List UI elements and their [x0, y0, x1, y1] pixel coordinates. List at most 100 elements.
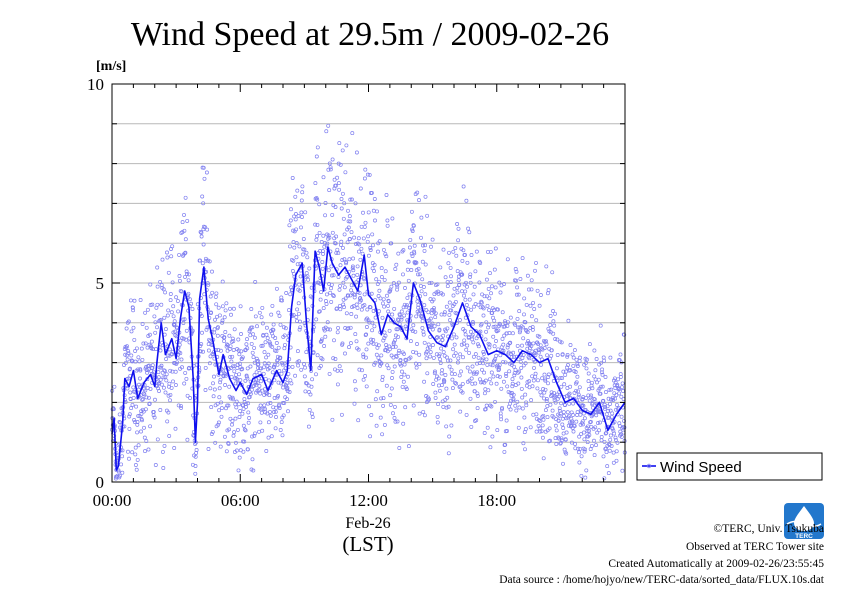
wind-speed-sample-point [152, 314, 157, 319]
wind-speed-sample-point [469, 253, 474, 257]
wind-speed-sample-point [511, 354, 516, 359]
wind-speed-sample-point [352, 379, 357, 384]
wind-speed-sample-point [203, 225, 208, 230]
wind-speed-sample-point [517, 405, 522, 410]
wind-speed-sample-point [293, 217, 298, 222]
wind-speed-sample-point [201, 349, 205, 354]
wind-speed-sample-point [607, 415, 612, 420]
wind-speed-sample-point [475, 406, 480, 411]
wind-speed-sample-point [431, 355, 436, 360]
wind-speed-sample-point [203, 388, 208, 392]
wind-speed-sample-point [200, 194, 205, 199]
wind-speed-sample-point [599, 360, 604, 365]
wind-speed-sample-point [163, 390, 168, 395]
wind-speed-sample-point [353, 387, 358, 392]
wind-speed-sample-point [228, 355, 233, 359]
wind-speed-sample-point [292, 245, 297, 250]
wind-speed-sample-point [352, 235, 357, 240]
wind-speed-sample-point [551, 331, 556, 336]
wind-speed-sample-point [315, 222, 320, 227]
wind-speed-sample-point [527, 379, 532, 384]
wind-speed-sample-point [313, 181, 318, 186]
wind-speed-sample-point [588, 395, 593, 400]
wind-speed-sample-point [246, 401, 251, 406]
wind-speed-sample-point [133, 463, 138, 467]
wind-speed-sample-point [553, 423, 558, 428]
wind-speed-sample-point [150, 366, 155, 370]
wind-speed-sample-point [498, 322, 503, 327]
wind-speed-sample-point [507, 369, 512, 374]
wind-speed-sample-point [241, 403, 246, 408]
wind-speed-sample-point [502, 449, 507, 454]
wind-speed-sample-point [379, 396, 384, 401]
wind-speed-sample-point [373, 360, 378, 365]
wind-speed-sample-point [264, 332, 269, 337]
wind-speed-sample-point [410, 229, 415, 233]
wind-speed-sample-point [286, 409, 290, 414]
wind-speed-sample-point [396, 350, 401, 355]
wind-speed-sample-point [368, 305, 373, 310]
observed-text: Observed at TERC Tower site [686, 541, 824, 553]
wind-speed-sample-point [345, 293, 350, 298]
wind-speed-sample-point [422, 379, 427, 384]
wind-speed-sample-point [450, 386, 455, 391]
wind-speed-sample-point [610, 411, 615, 416]
wind-speed-sample-point [570, 419, 575, 424]
wind-speed-sample-point [491, 325, 496, 329]
wind-speed-sample-point [505, 384, 510, 389]
wind-speed-sample-point [443, 329, 448, 334]
wind-speed-sample-point [560, 376, 565, 381]
wind-speed-sample-point [580, 397, 585, 402]
wind-speed-sample-point [491, 374, 496, 379]
wind-speed-sample-point [322, 241, 327, 246]
wind-speed-sample-point [464, 303, 469, 307]
wind-speed-sample-point [369, 190, 374, 195]
wind-speed-sample-point [242, 439, 247, 444]
wind-speed-sample-point [365, 307, 370, 312]
wind-speed-sample-point [592, 453, 597, 458]
wind-speed-sample-point [272, 396, 277, 400]
wind-speed-sample-point [432, 324, 437, 329]
wind-speed-sample-point [447, 250, 451, 255]
wind-speed-sample-point [567, 413, 571, 418]
wind-speed-sample-point [527, 356, 532, 361]
wind-speed-sample-point [486, 286, 491, 291]
wind-speed-sample-point [216, 348, 221, 352]
wind-speed-sample-point [171, 379, 175, 384]
wind-speed-sample-point [393, 419, 398, 424]
wind-speed-sample-point [168, 292, 173, 296]
wind-speed-sample-point [329, 264, 334, 269]
wind-speed-sample-point [141, 409, 146, 414]
wind-speed-sample-point [173, 369, 178, 374]
wind-speed-sample-point [339, 206, 344, 211]
wind-speed-sample-point [128, 366, 132, 371]
wind-speed-sample-point [289, 207, 293, 212]
wind-speed-sample-point [253, 380, 258, 385]
wind-speed-sample-point [482, 391, 487, 396]
wind-speed-sample-point [127, 426, 132, 431]
wind-speed-sample-point [464, 412, 469, 417]
wind-speed-sample-point [342, 201, 347, 206]
wind-speed-sample-point [523, 447, 527, 452]
wind-speed-sample-point [551, 309, 555, 313]
wind-speed-sample-point [130, 450, 135, 455]
wind-speed-sample-point [351, 304, 356, 309]
wind-speed-sample-point [493, 324, 498, 329]
wind-speed-sample-point [145, 345, 150, 350]
wind-speed-sample-point [142, 435, 147, 440]
wind-speed-sample-point [371, 309, 376, 313]
wind-speed-sample-point [180, 365, 184, 370]
wind-speed-sample-point [209, 310, 213, 315]
wind-speed-sample-point [513, 403, 518, 408]
wind-speed-sample-point [467, 378, 472, 383]
wind-speed-sample-point [380, 301, 385, 306]
wind-speed-sample-point [523, 427, 528, 432]
wind-speed-sample-point [223, 330, 228, 334]
wind-speed-sample-point [281, 413, 286, 418]
wind-speed-sample-point [279, 371, 284, 376]
wind-speed-sample-point [474, 418, 479, 423]
wind-speed-sample-point [479, 300, 484, 305]
wind-speed-sample-point [584, 357, 589, 362]
wind-speed-sample-point [471, 292, 476, 297]
